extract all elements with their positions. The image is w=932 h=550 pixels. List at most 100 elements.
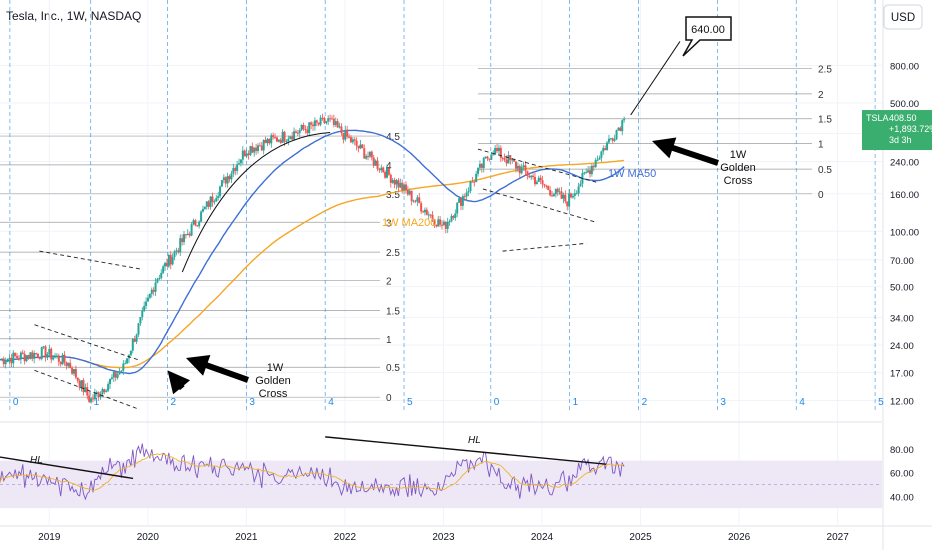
candle [513,159,516,162]
fib-label-left: 0 [386,393,392,404]
candle [526,171,529,176]
candle [122,363,125,371]
chart-title: Tesla, Inc., 1W, NASDAQ [6,9,141,23]
candle [516,165,519,169]
year-label: 2025 [629,532,652,543]
candle [454,213,457,218]
fib-label-left: 3 [386,218,392,229]
candle [224,177,227,184]
golden-cross-label-left: Cross [259,388,288,400]
candle [317,122,320,125]
candle [448,221,451,223]
candle [387,167,390,175]
fib-label-left: 2.5 [386,248,400,259]
candle [150,289,153,294]
candle [192,220,195,225]
cycle-label-right: 0 [494,397,500,408]
candle [253,147,256,153]
price-tick-label: 34.00 [890,313,914,324]
candle [82,380,85,393]
candle [156,278,159,283]
candle [482,157,485,168]
candle [515,161,518,169]
golden-cross-label-right: Golden [720,162,755,174]
candle [406,190,409,195]
candle [270,135,273,144]
candle [441,224,444,226]
candle [380,167,383,171]
candle [551,195,554,197]
candle [110,377,113,379]
candle [36,353,39,358]
candle [543,184,546,186]
candle [499,147,502,158]
candle [4,362,7,365]
candle [131,338,134,351]
candle [255,147,258,151]
candle [587,170,590,173]
candle [72,368,75,374]
candle [577,186,580,194]
candle [329,118,332,120]
time-axis: 2019 2020 2021 2022 2023 2024 2025 2026 2027 [0,525,932,543]
ma200-label: 1W MA200 [382,217,436,229]
candle [437,219,440,227]
candle [484,156,487,158]
candle [281,131,284,143]
candle [353,139,356,141]
candle [384,172,387,178]
candle [558,191,561,193]
candle [230,173,233,180]
candle [165,263,168,267]
ma50-line [0,129,625,375]
candle [372,157,375,166]
candle [234,168,237,171]
cycle-label-left: 1 [94,397,100,408]
candle [433,219,436,225]
candle [596,159,599,161]
candle [167,254,170,267]
currency-button[interactable]: USD [883,4,923,30]
year-label: 2026 [728,532,751,543]
candle [183,234,186,243]
rsi-tick-label: 80.00 [890,445,914,456]
candle [17,357,20,360]
price-tick-label: 17.00 [890,369,914,380]
candle [90,398,93,402]
tag-price: 408.50 [889,113,917,123]
candle [368,151,371,157]
candle [520,167,523,174]
candle [196,225,199,227]
candle [143,305,146,311]
candle [420,203,423,212]
candle [403,184,406,191]
channel-bottom-right [482,188,597,223]
candle [545,185,548,187]
candle [146,297,149,302]
candle [452,216,455,218]
candle [35,353,38,355]
hl-label-right: HL [468,435,481,446]
candle [348,136,351,138]
candle [374,160,377,166]
candle [456,202,459,214]
candle [450,216,453,222]
candle [330,118,333,120]
candle [268,138,271,144]
candle [23,353,26,362]
candle [61,354,64,365]
candle [602,148,605,152]
fib-label-left: 1 [386,335,392,346]
candle [275,137,278,142]
candle [623,119,626,121]
candle [404,184,407,191]
candle [31,352,34,359]
candle [97,392,100,398]
target-label: 640.00 [691,24,725,36]
year-label: 2023 [432,532,455,543]
candle [617,127,620,131]
candle [414,200,417,202]
candle [33,353,36,359]
